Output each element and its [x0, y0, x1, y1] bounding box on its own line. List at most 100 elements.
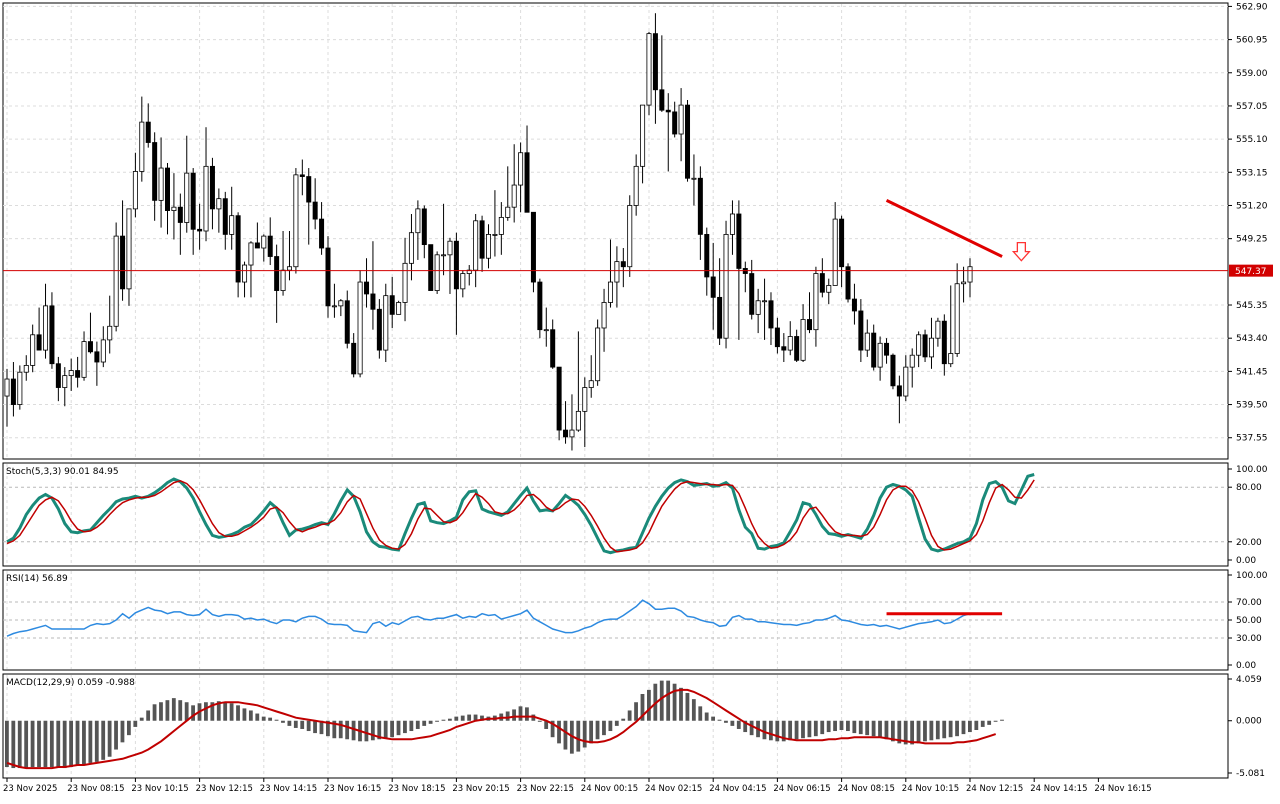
macd-histogram-bar [923, 720, 927, 742]
candle-body [190, 172, 196, 230]
price-tick-label: 553.15 [1236, 168, 1268, 178]
candle [736, 200, 742, 340]
macd-histogram-bar [460, 715, 465, 721]
macd-histogram-bar [659, 680, 664, 721]
macd-histogram-bar [781, 720, 786, 742]
candle-body [197, 228, 203, 232]
time-tick-label: 23 Nov 14:15 [260, 784, 317, 794]
candle-body [177, 206, 183, 223]
candle [209, 157, 215, 230]
candle [819, 258, 825, 298]
candle [62, 367, 68, 407]
macd-histogram-bar [43, 720, 48, 768]
candle [511, 144, 517, 223]
candle [389, 276, 395, 328]
candle [383, 283, 389, 363]
candle [10, 362, 16, 417]
candle-body [30, 334, 36, 366]
candle [408, 213, 414, 281]
candle [177, 193, 183, 255]
candle-body [164, 167, 170, 211]
candle [107, 295, 113, 354]
price-tick-label: 562.90 [1236, 2, 1268, 12]
candle [652, 13, 658, 124]
candle [17, 365, 23, 410]
candle [787, 321, 793, 356]
candle [505, 166, 511, 221]
candle [261, 234, 267, 262]
macd-histogram-bar [865, 720, 870, 736]
macd-histogram-bar [377, 720, 382, 740]
candle-body [222, 198, 228, 235]
macd-histogram-bar [717, 719, 722, 721]
price-axis: 562.90 560.95 559.00 557.05 555.10 553.15 551.… [3, 2, 1268, 444]
candle-body [383, 295, 389, 351]
macd-histogram-bar [422, 720, 427, 726]
candle [550, 319, 556, 369]
macd-histogram-bar [216, 701, 221, 721]
candle [453, 232, 459, 335]
macd-histogram-bar [505, 711, 510, 721]
macd-histogram-bar [743, 720, 748, 733]
candle-body [607, 281, 613, 303]
candle-body [633, 165, 639, 206]
candle [299, 159, 305, 196]
candle-body [614, 261, 620, 283]
candle-body [242, 264, 248, 283]
candle [473, 213, 479, 288]
candle-body [364, 281, 370, 295]
candle [351, 333, 357, 378]
candle-body [94, 351, 100, 363]
candle-body [787, 336, 793, 351]
macd-histogram-bar [878, 720, 882, 738]
candle-body [280, 269, 286, 291]
candle-body [139, 121, 145, 172]
candle [126, 208, 132, 306]
candle [530, 211, 536, 293]
current-price-label-bg [1229, 264, 1273, 277]
candle [672, 101, 678, 138]
current-price-label: 547.37 [1235, 267, 1267, 277]
time-tick-label: 23 Nov 18:15 [388, 784, 445, 794]
macd-histogram-bar [961, 720, 966, 735]
candle [36, 307, 42, 351]
macd-histogram-bar [159, 702, 163, 721]
macd-histogram-bar [794, 720, 799, 740]
candle-body [107, 325, 113, 341]
candle [357, 270, 363, 378]
candle [43, 283, 49, 359]
candle [4, 368, 10, 427]
candle-body [871, 332, 877, 368]
candle [569, 394, 575, 451]
macd-histogram-bar [955, 720, 959, 737]
macd-histogram-bar [480, 715, 484, 721]
candle [81, 331, 87, 381]
candle [203, 127, 209, 242]
candle [826, 278, 832, 305]
candle [774, 317, 780, 354]
candle [222, 191, 228, 250]
macd-histogram-bar [300, 720, 305, 729]
candle [903, 355, 909, 402]
candle-body [498, 216, 504, 235]
candle [447, 237, 453, 294]
macd-histogram-bar [711, 716, 715, 721]
macd-histogram-bar [345, 720, 350, 740]
candle [23, 355, 29, 381]
candle [537, 278, 543, 339]
candle [595, 319, 601, 386]
candle-body [717, 296, 723, 339]
stoch-tick-label: 80.00 [1236, 483, 1262, 493]
candle-body [781, 346, 787, 351]
candle [441, 203, 447, 276]
macd-histogram-bar [730, 720, 735, 726]
candle [935, 317, 941, 347]
candle-body [543, 329, 549, 332]
time-axis: 23 Nov 2025 23 Nov 08:15 23 Nov 10:15 23 No… [3, 778, 1152, 794]
candle [518, 142, 524, 213]
candle-body [518, 152, 524, 186]
candle [620, 248, 626, 288]
